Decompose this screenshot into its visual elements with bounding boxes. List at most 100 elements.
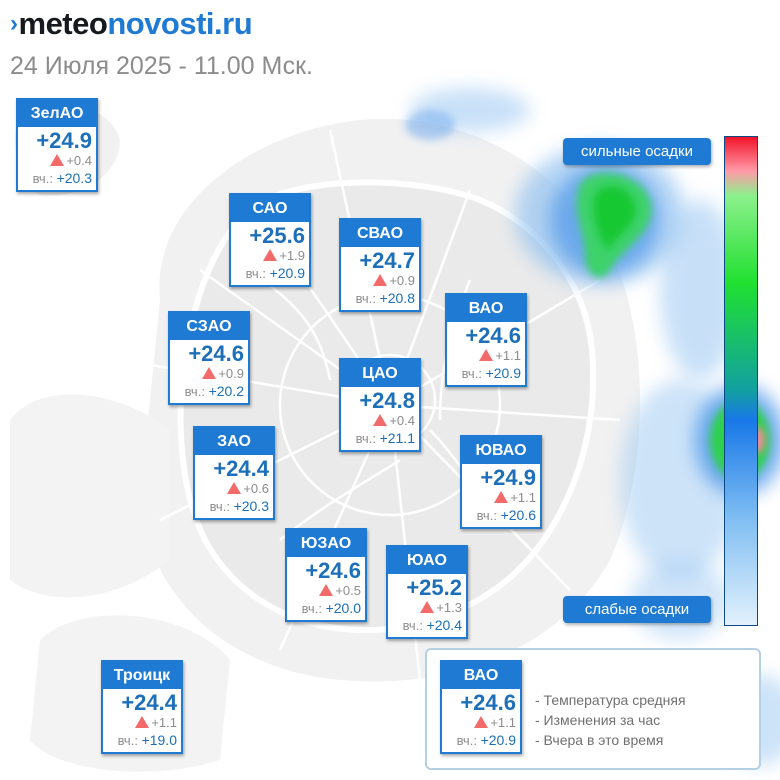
district-card-zao: ЗАО +24.4 +0.6 вч.: +20.3	[193, 426, 275, 520]
hourly-change: +0.4	[18, 153, 96, 169]
district-name: САО	[231, 195, 309, 222]
yesterday-temperature: вч.: +20.2	[170, 382, 248, 401]
district-card-svao: СВАО +24.7 +0.9 вч.: +20.8	[339, 218, 421, 312]
legend-line-average-temperature: - Температура средняя	[535, 692, 686, 708]
brand-part-novosti: novosti.ru	[107, 6, 253, 41]
yesterday-value: +20.6	[500, 507, 536, 523]
yesterday-temperature: вч.: +20.3	[195, 497, 273, 516]
average-temperature: +24.6	[460, 690, 516, 715]
yesterday-value: +20.9	[480, 732, 516, 748]
district-name: ВАО	[442, 662, 520, 689]
yesterday-temperature: вч.: +20.9	[231, 264, 309, 283]
hourly-change-value: +1.1	[495, 348, 521, 363]
legend-sample-card: ВАО +24.6 +1.1 вч.: +20.9	[440, 660, 522, 754]
district-name: СВАО	[341, 220, 419, 247]
brand-logo: ›meteonovosti.ru	[10, 6, 253, 42]
hourly-change: +1.1	[462, 490, 540, 506]
district-name: ЮВАО	[462, 437, 540, 464]
legend-line-yesterday: - Вчера в это время	[535, 732, 664, 748]
district-card-vao: ВАО +24.6 +1.1 вч.: +20.9	[445, 293, 527, 387]
average-temperature: +25.6	[249, 223, 305, 248]
yesterday-temperature: вч.: +20.8	[341, 289, 419, 308]
hourly-change: +0.5	[287, 583, 365, 599]
hourly-change-value: +1.1	[510, 490, 536, 505]
district-card-yuzao: ЮЗАО +24.6 +0.5 вч.: +20.0	[285, 528, 367, 622]
average-temperature: +24.9	[36, 128, 92, 153]
yesterday-temperature: вч.: +20.9	[442, 731, 520, 750]
yesterday-value: +20.0	[325, 600, 361, 616]
hourly-change: +1.1	[442, 715, 520, 731]
district-name: ЮЗАО	[287, 530, 365, 557]
average-temperature: +24.4	[213, 456, 269, 481]
hourly-change: +0.6	[195, 481, 273, 497]
district-card-zelao: ЗелАО +24.9 +0.4 вч.: +20.3	[16, 98, 98, 192]
district-name: ЗАО	[195, 428, 273, 455]
hourly-change-value: +1.1	[490, 715, 516, 730]
yesterday-prefix: вч.:	[461, 366, 482, 381]
rise-arrow-icon	[479, 349, 494, 361]
hourly-change-value: +0.5	[335, 583, 361, 598]
hourly-change-value: +1.9	[279, 248, 305, 263]
hourly-change-value: +0.6	[243, 481, 269, 496]
outer-region-west	[10, 394, 170, 598]
hourly-change-value: +0.9	[389, 273, 415, 288]
yesterday-prefix: вч.:	[355, 431, 376, 446]
district-card-cao: ЦАО +24.8 +0.4 вч.: +21.1	[339, 358, 421, 452]
average-temperature: +24.9	[480, 465, 536, 490]
hourly-change-value: +0.9	[218, 366, 244, 381]
district-card-yuao: ЮАО +25.2 +1.3 вч.: +20.4	[386, 545, 468, 639]
yesterday-value: +20.8	[379, 290, 415, 306]
average-temperature: +25.2	[406, 575, 462, 600]
yesterday-value: +19.0	[141, 732, 177, 748]
yesterday-prefix: вч.:	[32, 171, 53, 186]
rise-arrow-icon	[202, 367, 217, 379]
hourly-change-value: +1.3	[436, 600, 462, 615]
rise-arrow-icon	[373, 274, 388, 286]
hourly-change: +1.3	[388, 600, 466, 616]
average-temperature: +24.6	[188, 341, 244, 366]
yesterday-value: +21.1	[379, 430, 415, 446]
hourly-change: +1.1	[447, 348, 525, 364]
district-card-szao: СЗАО +24.6 +0.9 вч.: +20.2	[168, 311, 250, 405]
yesterday-temperature: вч.: +19.0	[103, 731, 181, 750]
yesterday-prefix: вч.:	[355, 291, 376, 306]
hourly-change: +0.4	[341, 413, 419, 429]
district-card-troitsk: Троицк +24.4 +1.1 вч.: +19.0	[101, 660, 183, 754]
yesterday-prefix: вч.:	[209, 499, 230, 514]
yesterday-prefix: вч.:	[476, 508, 497, 523]
rise-arrow-icon	[135, 716, 150, 728]
district-name: Троицк	[103, 662, 181, 689]
yesterday-value: +20.4	[426, 617, 462, 633]
yesterday-value: +20.3	[56, 170, 92, 186]
yesterday-value: +20.9	[485, 365, 521, 381]
rise-arrow-icon	[50, 154, 65, 166]
yesterday-temperature: вч.: +20.0	[287, 599, 365, 618]
rise-arrow-icon	[474, 716, 489, 728]
average-temperature: +24.6	[465, 323, 521, 348]
district-name: СЗАО	[170, 313, 248, 340]
yesterday-prefix: вч.:	[301, 601, 322, 616]
rise-arrow-icon	[227, 482, 242, 494]
average-temperature: +24.4	[121, 690, 177, 715]
yesterday-prefix: вч.:	[245, 266, 266, 281]
yesterday-temperature: вч.: +20.4	[388, 616, 466, 635]
light-precipitation-label: слабые осадки	[563, 596, 711, 623]
yesterday-prefix: вч.:	[117, 733, 138, 748]
hourly-change: +1.1	[103, 715, 181, 731]
yesterday-temperature: вч.: +20.9	[447, 364, 525, 383]
brand-mark: ›	[10, 10, 18, 37]
average-temperature: +24.7	[359, 248, 415, 273]
yesterday-temperature: вч.: +21.1	[341, 429, 419, 448]
legend-line-hourly-change: - Изменения за час	[535, 712, 661, 728]
yesterday-value: +20.3	[233, 498, 269, 514]
district-name: ЮАО	[388, 547, 466, 574]
yesterday-prefix: вч.:	[402, 618, 423, 633]
date-time-line: 24 Июля 2025 - 11.00 Мск.	[10, 52, 313, 80]
rise-arrow-icon	[373, 414, 388, 426]
district-card-sao: САО +25.6 +1.9 вч.: +20.9	[229, 193, 311, 287]
yesterday-prefix: вч.:	[456, 733, 477, 748]
rise-arrow-icon	[420, 601, 435, 613]
district-name: ЗелАО	[18, 100, 96, 127]
district-card-yuvao: ЮВАО +24.9 +1.1 вч.: +20.6	[460, 435, 542, 529]
rise-arrow-icon	[263, 249, 278, 261]
